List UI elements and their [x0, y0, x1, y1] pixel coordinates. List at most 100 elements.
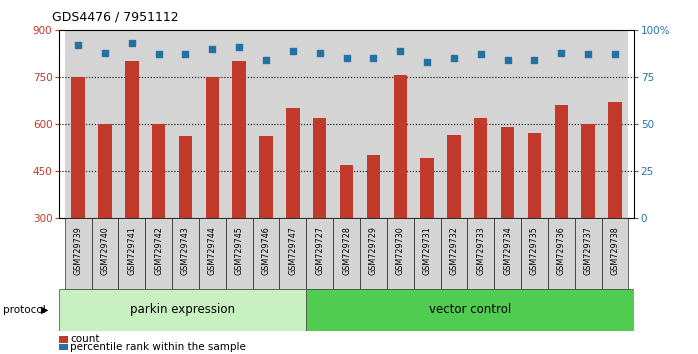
- Text: GSM729733: GSM729733: [476, 226, 485, 275]
- Bar: [91, 218, 119, 289]
- Bar: [225, 30, 253, 218]
- Text: GSM729743: GSM729743: [181, 226, 190, 275]
- Text: GSM729735: GSM729735: [530, 226, 539, 275]
- Bar: [91, 30, 119, 218]
- Bar: [333, 30, 360, 218]
- Bar: [387, 30, 414, 218]
- Bar: [206, 77, 219, 218]
- Bar: [574, 30, 602, 218]
- Bar: [474, 118, 487, 218]
- Bar: [286, 108, 299, 218]
- Point: [260, 57, 272, 63]
- Bar: [468, 218, 494, 289]
- Bar: [360, 30, 387, 218]
- Bar: [279, 218, 306, 289]
- Point: [394, 48, 406, 53]
- Bar: [199, 30, 225, 218]
- Bar: [387, 218, 414, 289]
- Text: GSM729744: GSM729744: [208, 226, 217, 275]
- Bar: [360, 218, 387, 289]
- Bar: [333, 218, 360, 289]
- Bar: [414, 218, 440, 289]
- Text: vector control: vector control: [429, 303, 511, 316]
- Bar: [468, 30, 494, 218]
- Point: [180, 52, 191, 57]
- Point: [529, 57, 540, 63]
- Bar: [253, 30, 279, 218]
- Bar: [548, 30, 574, 218]
- Bar: [306, 218, 333, 289]
- Text: GSM729730: GSM729730: [396, 226, 405, 275]
- Text: GSM729732: GSM729732: [450, 226, 459, 275]
- Bar: [71, 77, 85, 218]
- Bar: [172, 30, 199, 218]
- Bar: [555, 105, 568, 218]
- Bar: [152, 124, 165, 218]
- Point: [153, 52, 164, 57]
- Bar: [145, 30, 172, 218]
- Bar: [447, 135, 461, 218]
- Bar: [440, 30, 468, 218]
- Text: GSM729747: GSM729747: [288, 226, 297, 275]
- Bar: [340, 165, 353, 218]
- Bar: [420, 158, 433, 218]
- Bar: [608, 102, 622, 218]
- Bar: [260, 136, 273, 218]
- Text: parkin expression: parkin expression: [131, 303, 235, 316]
- Bar: [394, 75, 407, 218]
- Point: [475, 52, 487, 57]
- Bar: [199, 218, 225, 289]
- Bar: [528, 133, 541, 218]
- Bar: [125, 61, 138, 218]
- Point: [609, 52, 621, 57]
- Bar: [119, 218, 145, 289]
- Point: [288, 48, 299, 53]
- Bar: [306, 289, 634, 331]
- Text: GSM729745: GSM729745: [235, 226, 244, 275]
- Bar: [232, 61, 246, 218]
- Text: GSM729740: GSM729740: [101, 226, 110, 275]
- Bar: [494, 30, 521, 218]
- Point: [73, 42, 84, 48]
- Point: [583, 52, 594, 57]
- Bar: [59, 289, 306, 331]
- Text: GSM729727: GSM729727: [315, 226, 324, 275]
- Text: GSM729728: GSM729728: [342, 226, 351, 275]
- Text: GSM729734: GSM729734: [503, 226, 512, 275]
- Bar: [521, 30, 548, 218]
- Text: count: count: [70, 335, 100, 344]
- Text: protocol: protocol: [3, 305, 46, 315]
- Point: [556, 50, 567, 56]
- Text: GSM729746: GSM729746: [262, 226, 271, 275]
- Bar: [172, 218, 199, 289]
- Bar: [581, 124, 595, 218]
- Text: GSM729729: GSM729729: [369, 226, 378, 275]
- Bar: [501, 127, 514, 218]
- Bar: [602, 30, 628, 218]
- Text: GSM729739: GSM729739: [73, 226, 82, 275]
- Text: percentile rank within the sample: percentile rank within the sample: [70, 342, 246, 352]
- Point: [234, 44, 245, 50]
- Bar: [279, 30, 306, 218]
- Text: GSM729742: GSM729742: [154, 226, 163, 275]
- Text: GSM729736: GSM729736: [557, 226, 566, 275]
- Bar: [521, 218, 548, 289]
- Point: [422, 59, 433, 65]
- Bar: [65, 30, 91, 218]
- Bar: [145, 218, 172, 289]
- Bar: [225, 218, 253, 289]
- Bar: [179, 136, 192, 218]
- Bar: [253, 218, 279, 289]
- Point: [126, 40, 138, 46]
- Bar: [548, 218, 574, 289]
- Point: [502, 57, 513, 63]
- Bar: [414, 30, 440, 218]
- Text: GSM729741: GSM729741: [127, 226, 136, 275]
- Bar: [98, 124, 112, 218]
- Bar: [602, 218, 628, 289]
- Text: GDS4476 / 7951112: GDS4476 / 7951112: [52, 11, 179, 24]
- Point: [314, 50, 325, 56]
- Text: GSM729731: GSM729731: [422, 226, 431, 275]
- Bar: [574, 218, 602, 289]
- Bar: [65, 218, 91, 289]
